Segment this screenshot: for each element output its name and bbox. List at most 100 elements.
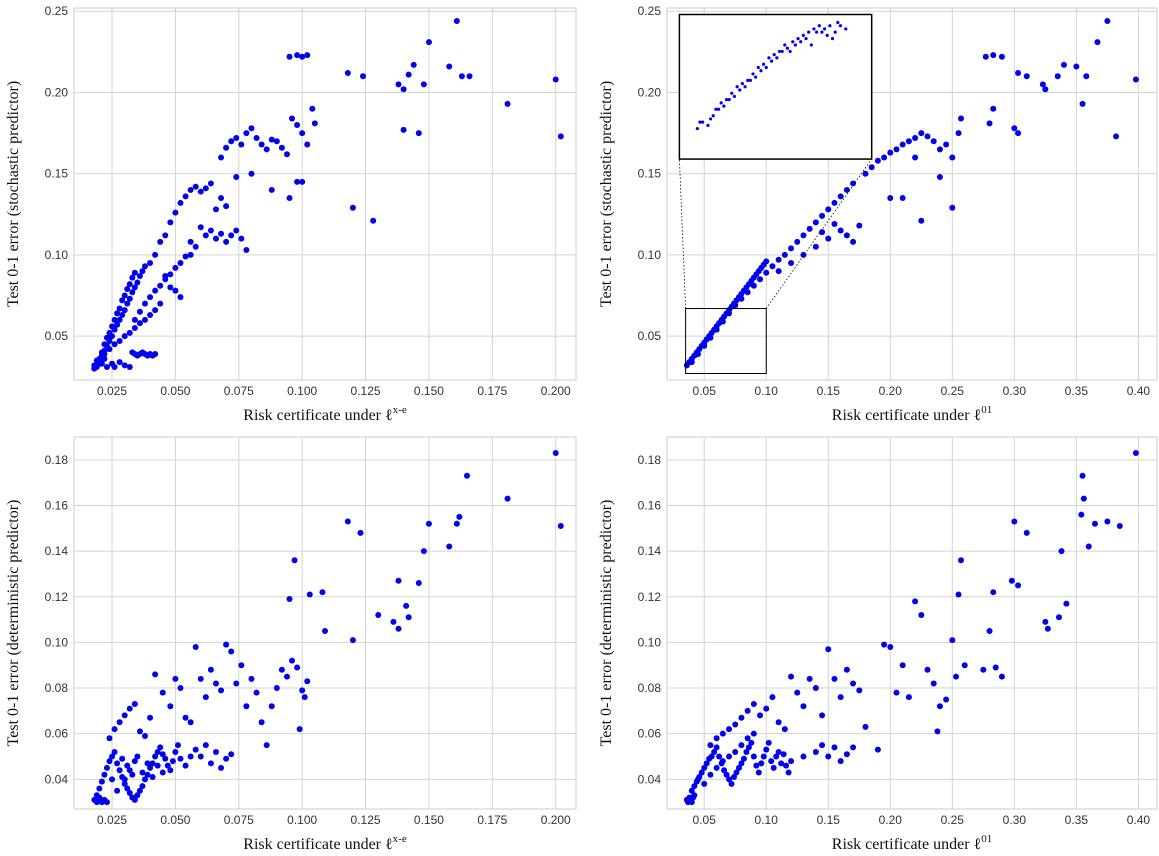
y-axis-label: Test 0-1 error (deterministic predictor) [598,500,615,747]
data-point [159,689,166,696]
data-point [223,755,230,762]
inset-data-point [775,56,779,60]
data-point [167,703,174,710]
data-point [713,744,720,751]
y-tick-label: 0.04 [638,772,662,786]
data-point [992,664,999,671]
data-point [286,53,293,60]
inset-data-point [772,53,776,57]
inset-connector [765,158,873,309]
data-point [1023,529,1030,536]
data-point [124,300,131,307]
data-point [98,778,105,785]
data-point [106,346,113,353]
data-point [296,726,303,733]
data-point [703,760,710,767]
data-point [918,612,925,619]
data-point [949,154,956,161]
data-point [719,758,726,765]
data-point [395,625,402,632]
data-point [212,680,219,687]
data-point [755,769,762,776]
subplot-top-left: 0.025 0.050 0.075 0.100 0.125 0.150 0.175 0.200… [5,4,577,424]
inset-data-point [764,65,768,70]
data-point [781,251,788,258]
data-point [159,769,166,776]
inset-data-point [740,81,745,86]
data-point [695,351,702,358]
data-point [912,134,919,141]
subplot-top-right: 0.05 0.10 0.15 0.20 0.25 0.30 0.35 0.40 0.05 0.10… [598,4,1158,424]
data-point [154,762,161,769]
data-point [111,341,118,348]
data-point [248,675,255,682]
data-point [144,760,151,767]
data-point [930,138,937,145]
data-point [114,321,121,328]
data-point [141,316,148,323]
data-point [893,689,900,696]
x-axis-label: Risk certificate under ℓx-e [243,833,407,853]
inset-data-point [714,107,718,111]
data-point [713,735,720,742]
data-point [119,297,126,304]
data-point [918,130,925,137]
data-point [218,195,225,202]
y-tick-label: 0.20 [638,85,662,99]
data-point [1023,73,1030,80]
data-point [152,671,159,678]
data-point [806,225,813,232]
data-point [286,596,293,603]
data-point [289,115,296,122]
data-point [458,73,465,80]
data-point [788,673,795,680]
data-point [141,263,148,270]
data-point [109,323,116,330]
data-point [763,746,770,753]
data-point [360,73,367,80]
inset-data-point [825,33,829,37]
y-tick-label: 0.14 [638,544,662,558]
data-point [111,726,118,733]
x-tick-label: 0.15 [817,384,841,398]
y-tick-label: 0.12 [638,590,662,604]
data-point [1060,61,1067,68]
data-point [147,312,154,319]
data-point [306,591,313,598]
x-axis-label: Risk certificate under ℓx-e [243,404,407,424]
data-point [278,144,285,151]
data-point [856,222,863,229]
data-point [750,701,757,708]
data-point [349,204,356,211]
data-point [116,305,123,312]
data-point [728,780,735,787]
data-point [218,154,225,161]
x-tick-label: 0.050 [160,384,190,398]
y-axis-label: Test 0-1 error (deterministic predictor) [5,500,22,747]
data-point [228,232,235,239]
data-point [116,719,123,726]
data-point [1054,73,1061,80]
x-tick-label: 0.050 [160,813,190,827]
data-point [119,312,126,319]
data-point [124,762,131,769]
inset-connector [679,159,687,309]
data-point [800,753,807,760]
data-point [400,126,407,133]
inset-data-point [793,43,798,47]
axes-frame [73,436,577,810]
data-point [837,193,844,200]
data-point [134,792,141,799]
data-point [223,238,230,245]
y-tick-label: 0.18 [638,453,662,467]
data-point [167,271,174,278]
x-tick-label: 0.05 [693,384,717,398]
data-point [819,712,826,719]
data-point [785,769,792,776]
data-point [837,227,844,234]
data-point [114,760,121,767]
data-point [1015,130,1022,137]
data-point [819,742,826,749]
data-point [1011,125,1018,132]
data-point [881,641,888,648]
